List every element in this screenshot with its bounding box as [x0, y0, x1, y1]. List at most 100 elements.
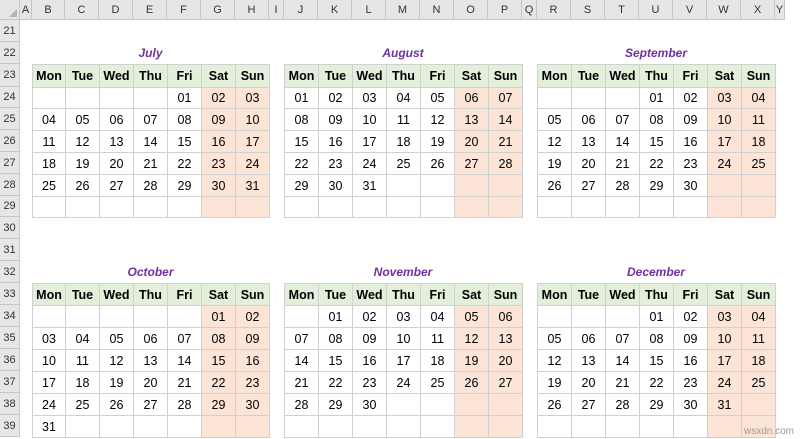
day-cell[interactable]: 18	[420, 349, 455, 372]
day-cell[interactable]: 08	[201, 327, 236, 350]
day-cell[interactable]: 19	[537, 152, 572, 175]
day-cell[interactable]: 12	[99, 349, 134, 372]
day-cell[interactable]: 05	[537, 327, 572, 350]
day-cell[interactable]: 16	[673, 130, 708, 153]
day-cell[interactable]: 25	[741, 152, 776, 175]
weekday-header[interactable]: Sun	[741, 283, 776, 306]
day-cell[interactable]: 25	[65, 393, 100, 416]
day-cell[interactable]	[167, 305, 202, 328]
day-cell[interactable]: 08	[639, 327, 674, 350]
weekday-header[interactable]: Tue	[318, 64, 353, 88]
weekday-header[interactable]: Mon	[284, 64, 319, 88]
column-header[interactable]: E	[133, 0, 167, 20]
weekday-header[interactable]: Sat	[707, 283, 742, 306]
weekday-header[interactable]: Fri	[167, 283, 202, 306]
day-cell[interactable]	[488, 196, 523, 218]
day-cell[interactable]	[352, 415, 387, 438]
day-cell[interactable]	[741, 415, 776, 438]
day-cell[interactable]: 19	[99, 371, 134, 394]
day-cell[interactable]: 13	[133, 349, 168, 372]
day-cell[interactable]: 30	[352, 393, 387, 416]
day-cell[interactable]: 02	[352, 305, 387, 328]
row-header[interactable]: 26	[0, 130, 20, 152]
day-cell[interactable]: 18	[741, 349, 776, 372]
day-cell[interactable]	[488, 174, 523, 197]
day-cell[interactable]: 12	[65, 130, 100, 153]
day-cell[interactable]: 09	[673, 108, 708, 131]
column-header[interactable]: W	[707, 0, 741, 20]
day-cell[interactable]: 19	[420, 130, 455, 153]
weekday-header[interactable]: Thu	[386, 64, 421, 88]
day-cell[interactable]: 14	[133, 130, 168, 153]
day-cell[interactable]: 19	[454, 349, 489, 372]
day-cell[interactable]: 27	[133, 393, 168, 416]
weekday-header[interactable]: Sat	[201, 283, 236, 306]
day-cell[interactable]: 07	[284, 327, 319, 350]
day-cell[interactable]	[454, 174, 489, 197]
weekday-header[interactable]: Wed	[352, 283, 387, 306]
day-cell[interactable]	[707, 196, 742, 218]
day-cell[interactable]: 03	[32, 327, 66, 350]
day-cell[interactable]: 30	[201, 174, 236, 197]
day-cell[interactable]: 27	[488, 371, 523, 394]
weekday-header[interactable]: Thu	[639, 64, 674, 88]
day-cell[interactable]	[201, 196, 236, 218]
day-cell[interactable]: 15	[318, 349, 353, 372]
day-cell[interactable]: 21	[488, 130, 523, 153]
day-cell[interactable]: 07	[488, 87, 523, 109]
day-cell[interactable]	[488, 393, 523, 416]
day-cell[interactable]: 22	[284, 152, 319, 175]
row-header[interactable]: 28	[0, 174, 20, 196]
day-cell[interactable]: 22	[639, 152, 674, 175]
day-cell[interactable]: 03	[352, 87, 387, 109]
day-cell[interactable]: 17	[707, 130, 742, 153]
day-cell[interactable]: 20	[454, 130, 489, 153]
day-cell[interactable]	[537, 415, 572, 438]
day-cell[interactable]	[167, 196, 202, 218]
column-header[interactable]: J	[284, 0, 318, 20]
row-header[interactable]: 22	[0, 42, 20, 64]
day-cell[interactable]: 21	[284, 371, 319, 394]
day-cell[interactable]: 12	[420, 108, 455, 131]
weekday-header[interactable]: Fri	[673, 283, 708, 306]
day-cell[interactable]: 07	[605, 108, 640, 131]
day-cell[interactable]	[571, 87, 606, 109]
day-cell[interactable]	[605, 196, 640, 218]
day-cell[interactable]	[133, 415, 168, 438]
day-cell[interactable]: 13	[571, 349, 606, 372]
day-cell[interactable]: 14	[167, 349, 202, 372]
day-cell[interactable]: 25	[32, 174, 66, 197]
day-cell[interactable]	[65, 415, 100, 438]
day-cell[interactable]: 31	[32, 415, 66, 438]
day-cell[interactable]: 07	[133, 108, 168, 131]
day-cell[interactable]: 13	[488, 327, 523, 350]
column-header[interactable]: F	[167, 0, 201, 20]
row-header[interactable]: 32	[0, 261, 20, 283]
day-cell[interactable]: 13	[571, 130, 606, 153]
day-cell[interactable]	[707, 415, 742, 438]
day-cell[interactable]	[420, 393, 455, 416]
day-cell[interactable]: 18	[32, 152, 66, 175]
weekday-header[interactable]: Tue	[571, 283, 606, 306]
weekday-header[interactable]: Sat	[454, 283, 489, 306]
day-cell[interactable]	[673, 196, 708, 218]
day-cell[interactable]	[201, 415, 236, 438]
day-cell[interactable]: 31	[707, 393, 742, 416]
day-cell[interactable]: 17	[32, 371, 66, 394]
day-cell[interactable]	[571, 305, 606, 328]
day-cell[interactable]: 09	[201, 108, 236, 131]
day-cell[interactable]: 08	[318, 327, 353, 350]
day-cell[interactable]	[318, 415, 353, 438]
day-cell[interactable]	[537, 87, 572, 109]
day-cell[interactable]: 18	[65, 371, 100, 394]
day-cell[interactable]: 22	[201, 371, 236, 394]
day-cell[interactable]: 04	[65, 327, 100, 350]
day-cell[interactable]: 20	[99, 152, 134, 175]
day-cell[interactable]: 01	[167, 87, 202, 109]
day-cell[interactable]	[454, 415, 489, 438]
day-cell[interactable]	[605, 87, 640, 109]
day-cell[interactable]	[99, 87, 134, 109]
day-cell[interactable]: 14	[605, 349, 640, 372]
day-cell[interactable]	[605, 305, 640, 328]
day-cell[interactable]: 04	[741, 87, 776, 109]
